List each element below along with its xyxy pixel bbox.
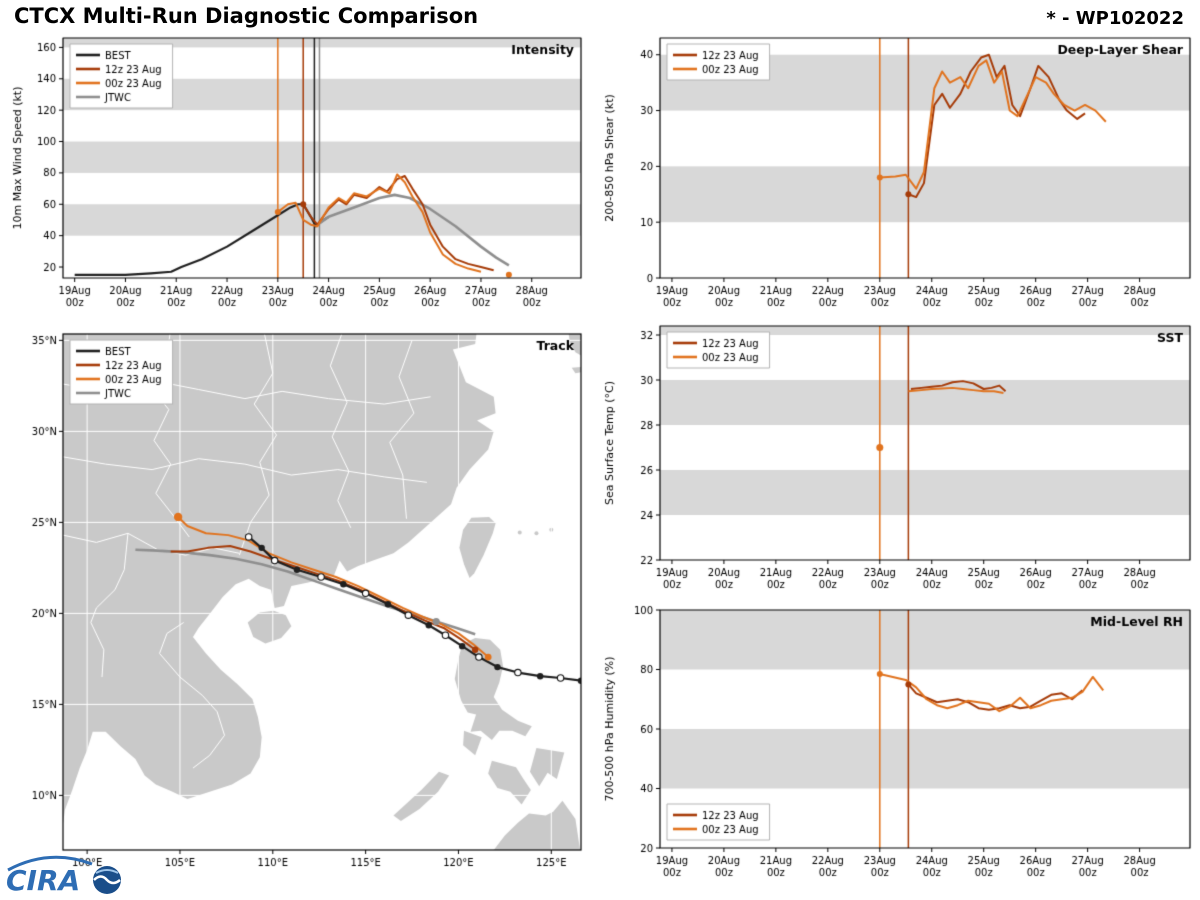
page-title: CTCX Multi-Run Diagnostic Comparison bbox=[14, 4, 479, 28]
cira-logo: CIRA bbox=[4, 854, 144, 898]
sst-chart bbox=[600, 316, 1198, 600]
intensity-chart bbox=[8, 28, 593, 322]
cira-logo-text: CIRA bbox=[6, 864, 80, 897]
deep-layer-shear-chart bbox=[600, 28, 1198, 322]
track-map-chart bbox=[8, 324, 593, 890]
storm-id-label: * - WP102022 bbox=[1046, 8, 1184, 29]
mid-level-rh-chart bbox=[600, 600, 1198, 892]
